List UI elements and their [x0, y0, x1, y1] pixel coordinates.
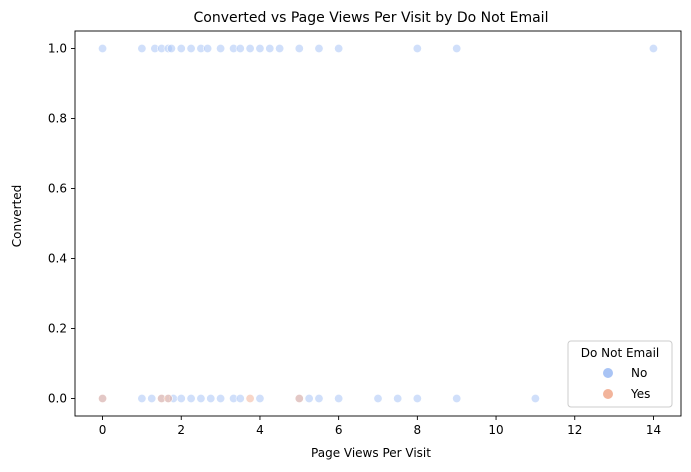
- point-yes-0: [98, 393, 108, 403]
- x-tick-label: 4: [256, 423, 264, 437]
- y-tick-label: 0.6: [48, 182, 67, 196]
- point-no-39: [314, 393, 324, 403]
- point-no-7: [186, 43, 196, 53]
- y-tick-label: 0.0: [48, 392, 67, 406]
- point-no-31: [196, 393, 206, 403]
- point-yes-3: [245, 393, 255, 403]
- point-no-15: [265, 43, 275, 53]
- point-no-33: [216, 393, 226, 403]
- y-tick-label: 0.8: [48, 112, 67, 126]
- legend-title: Do Not Email: [581, 346, 660, 360]
- y-tick-label: 0.4: [48, 252, 67, 266]
- point-no-14: [255, 43, 265, 53]
- point-no-36: [255, 393, 265, 403]
- y-tick-label: 0.2: [48, 322, 67, 336]
- point-no-12: [235, 43, 245, 53]
- legend-marker-yes: [603, 389, 613, 399]
- point-no-19: [334, 43, 344, 53]
- point-no-29: [176, 393, 186, 403]
- point-no-9: [203, 43, 213, 53]
- y-axis-label: Converted: [10, 185, 24, 247]
- legend-marker-no: [603, 368, 613, 378]
- point-no-40: [334, 393, 344, 403]
- point-no-35: [235, 393, 245, 403]
- point-no-10: [216, 43, 226, 53]
- legend-box: [567, 340, 673, 408]
- point-no-18: [314, 43, 324, 53]
- point-yes-2: [163, 393, 173, 403]
- x-tick-label: 2: [177, 423, 185, 437]
- point-no-30: [186, 393, 196, 403]
- point-no-5: [166, 43, 176, 53]
- chart-title: Converted vs Page Views Per Visit by Do …: [194, 10, 549, 26]
- point-no-20: [412, 43, 422, 53]
- point-no-1: [137, 43, 147, 53]
- legend-label-no: No: [631, 366, 647, 380]
- point-no-25: [147, 393, 157, 403]
- point-yes-4: [294, 393, 304, 403]
- point-no-44: [452, 393, 462, 403]
- point-no-22: [648, 43, 658, 53]
- y-axis-ticks: 0.0 0.2 0.4 0.6 0.8 1.0: [48, 42, 75, 406]
- point-no-41: [373, 393, 383, 403]
- point-no-24: [137, 393, 147, 403]
- point-no-13: [245, 43, 255, 53]
- plot-area: [74, 30, 682, 417]
- x-axis-label: Page Views Per Visit: [311, 446, 431, 460]
- x-tick-label: 10: [488, 423, 503, 437]
- point-no-42: [393, 393, 403, 403]
- plot-frame: [74, 30, 682, 417]
- point-no-6: [176, 43, 186, 53]
- x-tick-label: 6: [335, 423, 343, 437]
- x-tick-label: 0: [99, 423, 107, 437]
- y-tick-label: 1.0: [48, 42, 67, 56]
- point-no-21: [452, 43, 462, 53]
- x-axis-ticks: 0 2 4 6 8 10 12 14: [99, 416, 661, 437]
- point-no-43: [412, 393, 422, 403]
- point-no-0: [98, 43, 108, 53]
- x-tick-label: 14: [646, 423, 661, 437]
- x-tick-label: 8: [414, 423, 422, 437]
- legend-label-yes: Yes: [630, 387, 650, 401]
- point-no-45: [530, 393, 540, 403]
- legend: Do Not Email No Yes: [567, 340, 673, 408]
- point-no-32: [206, 393, 216, 403]
- point-no-38: [304, 393, 314, 403]
- point-no-16: [275, 43, 285, 53]
- point-no-17: [294, 43, 304, 53]
- x-tick-label: 12: [567, 423, 582, 437]
